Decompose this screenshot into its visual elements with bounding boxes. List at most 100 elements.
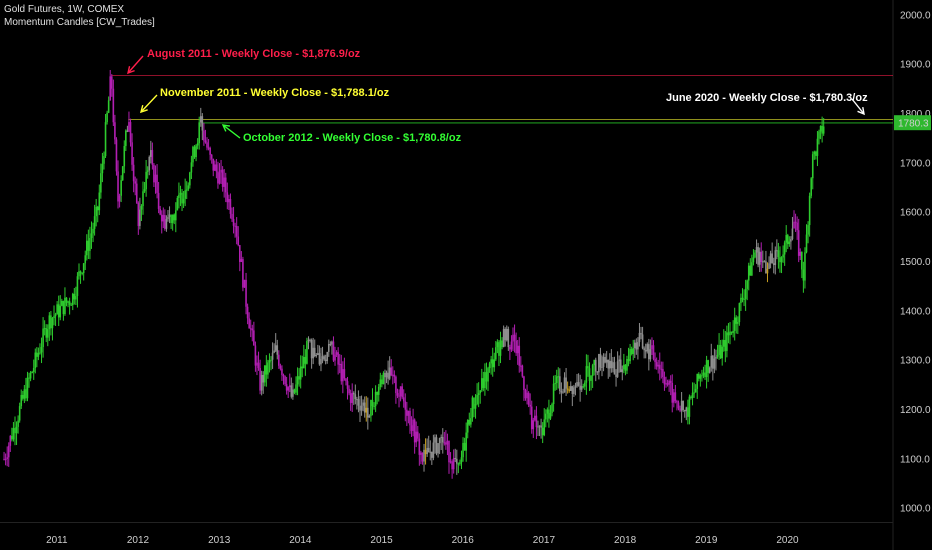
candle-body	[312, 347, 314, 359]
candle-body	[310, 339, 313, 359]
candle-body	[465, 432, 467, 451]
last-price-badge	[894, 115, 931, 131]
candle-body	[303, 356, 305, 369]
candle-body	[278, 354, 280, 366]
candle-body	[432, 442, 435, 458]
candle-body	[571, 386, 574, 394]
candle-body	[660, 368, 663, 370]
candle-body	[530, 406, 533, 430]
candle-body	[818, 131, 820, 139]
candle-body	[135, 183, 138, 203]
x-tick-label: 2015	[370, 535, 393, 546]
candle-body	[435, 437, 438, 454]
candle-body	[580, 386, 583, 390]
candle-body	[805, 234, 808, 253]
candle-body	[402, 397, 405, 402]
candle-body	[760, 251, 763, 263]
candle-body	[462, 442, 464, 458]
candle-body	[263, 365, 266, 383]
candle-body	[501, 340, 503, 348]
candle-body	[391, 374, 394, 376]
candle-body	[187, 185, 190, 190]
candle-body	[196, 143, 199, 146]
x-tick-label: 2017	[533, 535, 556, 546]
candle-body	[713, 358, 716, 369]
candle-body	[324, 359, 327, 361]
candle-body	[705, 360, 708, 378]
candle-body	[323, 356, 325, 360]
candle-body	[374, 391, 377, 407]
candle-body	[284, 376, 286, 385]
candle-body	[513, 334, 516, 341]
candle-body	[715, 356, 717, 359]
candle-body	[368, 415, 371, 418]
candle-body	[527, 392, 530, 405]
candle-body	[585, 366, 588, 383]
candle-body	[134, 181, 136, 184]
candle-body	[743, 298, 745, 300]
candle-body	[243, 279, 246, 288]
candle-body	[612, 362, 614, 369]
candle-body	[338, 363, 341, 365]
candle-body	[729, 331, 731, 336]
candle-body	[640, 332, 642, 335]
candle-body	[340, 363, 343, 382]
candle-body	[512, 334, 514, 342]
candle-body	[452, 457, 455, 470]
candle-body	[420, 452, 422, 455]
candle-body	[84, 255, 87, 264]
candle-body	[769, 253, 772, 264]
candle-body	[171, 214, 174, 223]
candle-body	[460, 457, 463, 463]
candle-body	[115, 139, 118, 172]
candle-body	[794, 221, 797, 223]
candle-body	[758, 251, 761, 265]
candle-body	[479, 390, 482, 394]
candle-body	[587, 366, 589, 369]
candle-body	[348, 388, 350, 394]
annotation-arrowhead	[221, 124, 231, 132]
candle-body	[666, 383, 669, 385]
candle-body	[170, 214, 172, 223]
candle-body	[638, 332, 641, 343]
candle-body	[82, 263, 85, 274]
candle-body	[228, 198, 230, 203]
candle-body	[265, 365, 268, 375]
candle-body	[626, 359, 628, 371]
candle-body	[70, 304, 72, 306]
candle-body	[371, 399, 374, 407]
candle-body	[281, 368, 283, 375]
candle-body	[579, 385, 581, 390]
candle-body	[61, 300, 63, 306]
candle-body	[109, 76, 112, 101]
candle-body	[117, 171, 119, 202]
candle-body	[569, 386, 572, 391]
candle-body	[87, 240, 90, 251]
candle-body	[327, 343, 330, 352]
candle-body	[165, 219, 168, 229]
candle-body	[18, 406, 21, 421]
candle-body	[609, 360, 611, 369]
candle-body	[441, 437, 444, 443]
candle-body	[529, 404, 531, 407]
candle-body	[20, 394, 23, 407]
candle-body	[178, 194, 180, 198]
candle-body	[822, 126, 825, 134]
candle-body	[282, 374, 285, 377]
candle-body	[162, 215, 165, 222]
candle-body	[721, 346, 724, 359]
candle-body	[796, 222, 798, 231]
candle-body	[488, 363, 491, 369]
candle-body	[306, 341, 308, 364]
candle-body	[732, 330, 734, 333]
candle-body	[4, 458, 7, 460]
candle-body	[619, 359, 622, 373]
candle-body	[354, 394, 357, 400]
candle-body	[182, 198, 185, 204]
candle-body	[541, 427, 544, 436]
x-tick-label: 2011	[46, 535, 68, 546]
candle-body	[81, 272, 83, 274]
candle-body	[735, 317, 738, 324]
candle-body	[601, 366, 603, 368]
candle-body	[763, 261, 766, 263]
